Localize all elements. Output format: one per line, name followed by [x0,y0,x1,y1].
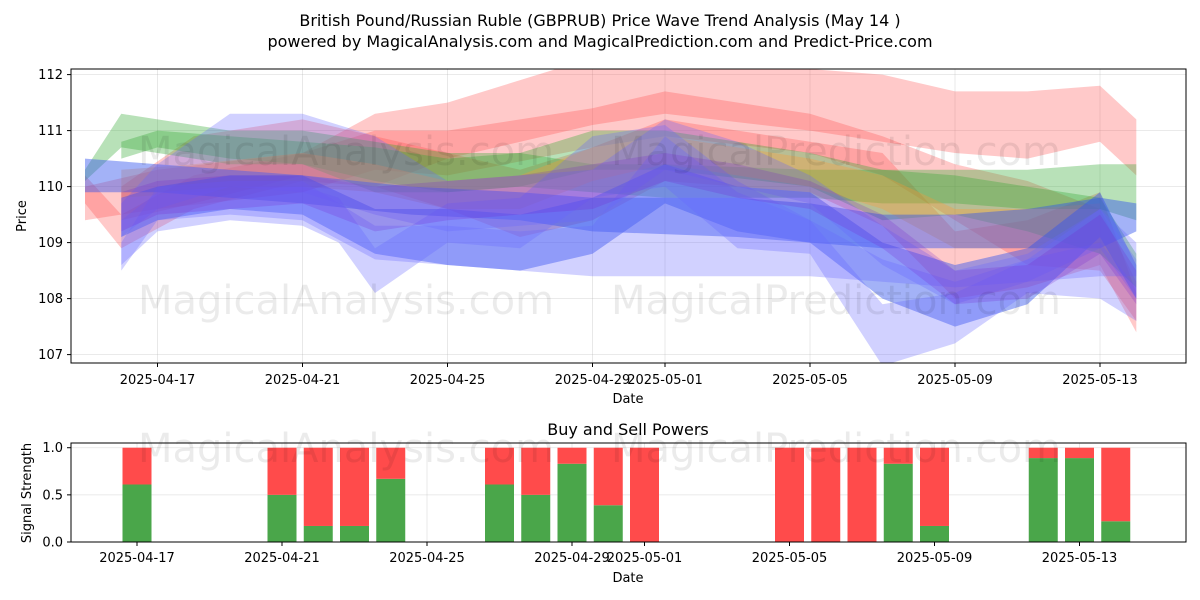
price-plot-frame [70,68,1187,364]
signal-x-tick-label: 2025-05-13 [1042,551,1118,566]
sell-bar [376,447,406,479]
price-x-tick-label: 2025-04-25 [410,373,486,388]
signal-chart: Buy and Sell Powers MagicalAnalysis.com … [20,420,1187,586]
sell-bar [303,447,333,526]
signal-x-tick-label: 2025-04-25 [389,551,465,566]
price-chart: MagicalAnalysis.com MagicalPrediction.co… [15,68,1187,407]
buy-bar [593,505,623,542]
signal-x-tick-label: 2025-05-09 [897,551,973,566]
price-wave-band [85,158,1137,249]
price-y-tick-label: 110 [38,180,63,195]
signal-x-label: Date [612,571,643,586]
price-x-tick-label: 2025-05-09 [917,373,993,388]
signal-y-label: Signal Strength [20,443,35,543]
price-grid [71,69,1186,363]
buy-bar [920,525,949,542]
buy-bar [521,494,551,542]
price-y-tick-label: 108 [38,292,63,307]
watermark-right: MagicalPrediction.com [611,129,1061,175]
chart-title: British Pound/Russian Ruble (GBPRUB) Pri… [299,11,900,30]
price-wave-band [121,125,1137,363]
price-y-label: Price [15,200,30,232]
buy-bar [267,494,297,542]
buy-bar [303,525,333,542]
sell-bar [1028,447,1058,459]
signal-x-tick-label: 2025-04-17 [99,551,175,566]
price-wave-band [121,136,1137,288]
watermark-left: MagicalAnalysis.com [138,129,554,175]
signal-plot-frame [70,442,1187,543]
buy-bar [883,463,913,542]
price-wave-band [121,136,1101,249]
signal-y-tick-label: 0.0 [42,536,63,551]
price-wave-band [121,113,1137,305]
signal-x-tick-label: 2025-05-05 [752,551,828,566]
price-x-tick-label: 2025-05-13 [1062,373,1138,388]
buy-bar [376,478,406,542]
sell-bar [485,447,514,485]
signal-x-tick-label: 2025-04-21 [244,551,320,566]
sell-bar [1101,447,1131,522]
watermark-bottom-right: MagicalPrediction.com [611,426,1061,472]
price-y-tick-label: 107 [38,348,63,363]
price-wave-band [121,119,1137,333]
price-x-label: Date [612,392,643,407]
watermark-right-2: MagicalPrediction.com [611,278,1061,324]
price-x-tick-label: 2025-04-29 [555,373,631,388]
price-wave-band [121,153,1137,305]
buy-bar [340,525,369,542]
sell-bar [122,447,152,485]
buy-bar [122,484,152,542]
sell-bar [811,447,841,542]
buy-bar [1028,458,1058,542]
buy-bar [1101,521,1131,542]
price-x-tick-label: 2025-04-17 [120,373,196,388]
signal-axes: 2025-04-17 2025-04-21 2025-04-25 2025-04-29… [42,441,1117,566]
price-wave-band [85,91,1137,322]
signal-chart-title: Buy and Sell Powers [547,420,709,439]
sell-bar [521,447,551,495]
price-wave-band [85,69,1137,249]
sell-bar [340,447,369,526]
price-y-tick-label: 109 [38,236,63,251]
signal-x-tick-label: 2025-05-01 [607,551,683,566]
price-axes: 2025-04-17 2025-04-21 2025-04-25 2025-04-29… [38,68,1138,388]
sell-bar [775,447,804,542]
price-x-tick-label: 2025-05-05 [772,373,848,388]
sell-bar [920,447,949,526]
sell-bar [593,447,623,506]
price-x-tick-label: 2025-05-01 [627,373,703,388]
price-x-tick-label: 2025-04-21 [265,373,341,388]
signal-x-tick-label: 2025-04-29 [534,551,610,566]
chart-subtitle: powered by MagicalAnalysis.com and Magic… [267,32,932,51]
watermark-bottom-left: MagicalAnalysis.com [138,426,554,472]
sell-bar [883,447,913,464]
buy-bar [485,484,514,542]
price-y-tick-label: 111 [38,124,63,139]
sell-bar [630,447,659,542]
signal-y-tick-label: 1.0 [42,441,63,456]
signal-bars [122,447,1131,542]
sell-bar [1065,447,1094,459]
watermark-left-2: MagicalAnalysis.com [138,278,554,324]
buy-bar [1065,458,1094,542]
price-wave-band [121,164,1137,327]
sell-bar [847,447,877,542]
price-y-tick-label: 112 [38,68,63,83]
price-watermarks: MagicalAnalysis.com MagicalPrediction.co… [138,129,1061,324]
sell-bar [267,447,297,495]
price-wave-band [85,113,1137,221]
signal-y-tick-label: 0.5 [42,488,63,503]
buy-bar [557,463,587,542]
price-wave-band [121,130,1137,288]
price-wave-bands [85,69,1137,363]
sell-bar [557,447,587,464]
